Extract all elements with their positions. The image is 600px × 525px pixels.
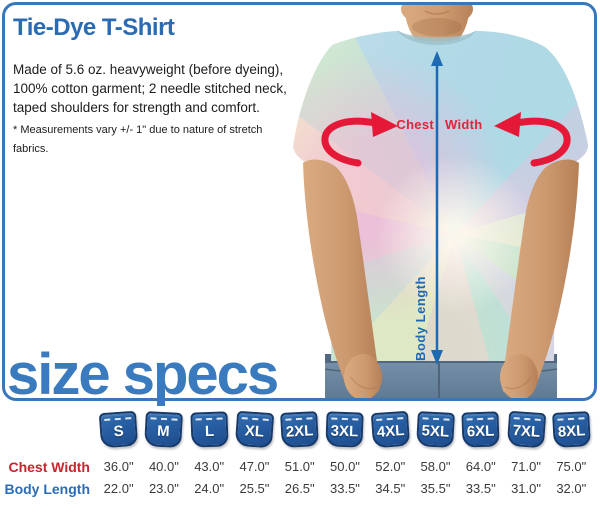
size-tab-cell: L (187, 411, 232, 448)
measurement-footnote: * Measurements vary +/- 1" due to nature… (13, 124, 263, 155)
size-tab-label: 4XL (376, 422, 405, 441)
size-tab-cell: 8XL (549, 411, 594, 448)
size-tab-8xl[interactable]: 8XL (551, 411, 591, 448)
size-tab-label: 6XL (466, 422, 495, 441)
size-tab-2xl[interactable]: 2XL (280, 411, 320, 448)
size-tab-cell: S (96, 410, 141, 449)
size-tab-7xl[interactable]: 7XL (506, 410, 546, 449)
model-left-arm (303, 159, 380, 396)
size-tab-cell: M (141, 411, 186, 448)
size-tabs-row: S M L XL 2XL 3XL 4XL 5XL 6XL 7XL 8XL (96, 410, 594, 449)
size-tab-3xl[interactable]: 3XL (325, 411, 365, 448)
measurement-value: 33.5" (330, 481, 360, 496)
model-foreground-graphic (303, 30, 579, 399)
size-tab-label: 5XL (421, 422, 450, 441)
model-left-hand (344, 354, 382, 399)
size-tab-cell: 4XL (368, 410, 413, 449)
model-right-arm (502, 159, 579, 396)
description-line: Made of 5.6 oz. heavyweight (before dyei… (13, 62, 284, 77)
measurement-value: 32.0" (556, 481, 587, 496)
size-tab-cell: 3XL (322, 411, 367, 448)
measurement-value: 35.5" (420, 481, 451, 496)
measurement-value: 50.0" (330, 459, 360, 474)
size-tab-label: 8XL (557, 422, 586, 441)
measurement-value: 71.0" (511, 459, 541, 474)
measurement-value: 75.0" (556, 459, 587, 474)
size-tab-cell: 7XL (503, 410, 548, 449)
chest-width-label-left: Chest (396, 117, 434, 132)
measurement-value: 58.0" (420, 459, 451, 474)
size-tab-m[interactable]: M (144, 411, 184, 448)
size-tab-5xl[interactable]: 5XL (416, 411, 455, 448)
chest-width-label-right: Width (445, 117, 483, 132)
chest-width-values-row: 36.0" 40.0" 43.0" 47.0" 51.0" 50.0" 52.0" 58.0"… (96, 459, 594, 474)
measurement-value: 36.0" (103, 459, 134, 474)
size-specs-heading: size specs (7, 342, 279, 407)
size-tab-label: 2XL (285, 422, 314, 441)
measurement-value: 33.5" (465, 481, 496, 496)
measurement-value: 43.0" (194, 459, 225, 474)
measurement-value: 34.5" (375, 481, 406, 496)
measurement-value: 25.5" (239, 481, 270, 496)
size-tab-xl[interactable]: XL (234, 410, 275, 449)
size-tab-label: 3XL (330, 422, 359, 441)
body-length-values-row: 22.0" 23.0" 24.0" 25.5" 26.5" 33.5" 34.5" 35.5"… (96, 481, 594, 496)
measurement-value: 23.0" (148, 481, 179, 496)
body-length-arrow-icon (431, 51, 443, 365)
description-line: taped shoulders for strength and comfort… (13, 100, 260, 115)
size-tab-label: XL (244, 422, 265, 441)
description-line: 100% cotton garment; 2 needle stitched n… (13, 81, 287, 96)
size-tab-6xl[interactable]: 6XL (461, 411, 500, 448)
chest-width-arrow-right-icon (494, 112, 571, 167)
measurement-value: 47.0" (239, 459, 270, 474)
size-tab-cell: XL (232, 410, 277, 449)
measurement-value: 26.5" (284, 481, 315, 496)
chest-width-arrow-left-icon (321, 112, 398, 167)
size-tab-4xl[interactable]: 4XL (370, 410, 410, 449)
measurement-value: 31.0" (511, 481, 541, 496)
measurement-value: 40.0" (148, 459, 179, 474)
product-photo: Chest Width Body Length (287, 5, 593, 399)
measurement-value: 24.0" (194, 481, 225, 496)
size-tab-label: M (157, 422, 171, 441)
shirt-collar (397, 30, 477, 45)
measurement-value: 52.0" (375, 459, 406, 474)
measurement-value: 22.0" (103, 481, 134, 496)
size-tab-label: 7XL (511, 422, 541, 441)
size-tab-s[interactable]: S (98, 410, 139, 449)
size-tab-label: S (113, 422, 125, 441)
chest-width-row-label: Chest Width (8, 459, 90, 475)
size-tab-cell: 2XL (277, 411, 322, 448)
body-length-label: Body Length (413, 276, 428, 361)
size-tab-l[interactable]: L (190, 411, 229, 448)
body-length-row-label: Body Length (4, 481, 90, 497)
measurement-value: 51.0" (284, 459, 315, 474)
size-tab-cell: 5XL (413, 411, 458, 448)
product-description: Made of 5.6 oz. heavyweight (before dyei… (13, 60, 291, 159)
model-right-hand (500, 354, 538, 399)
size-tab-cell: 6XL (458, 411, 503, 448)
page-title: Tie-Dye T-Shirt (13, 14, 175, 41)
size-tab-label: L (204, 422, 215, 441)
measurement-value: 64.0" (465, 459, 496, 474)
